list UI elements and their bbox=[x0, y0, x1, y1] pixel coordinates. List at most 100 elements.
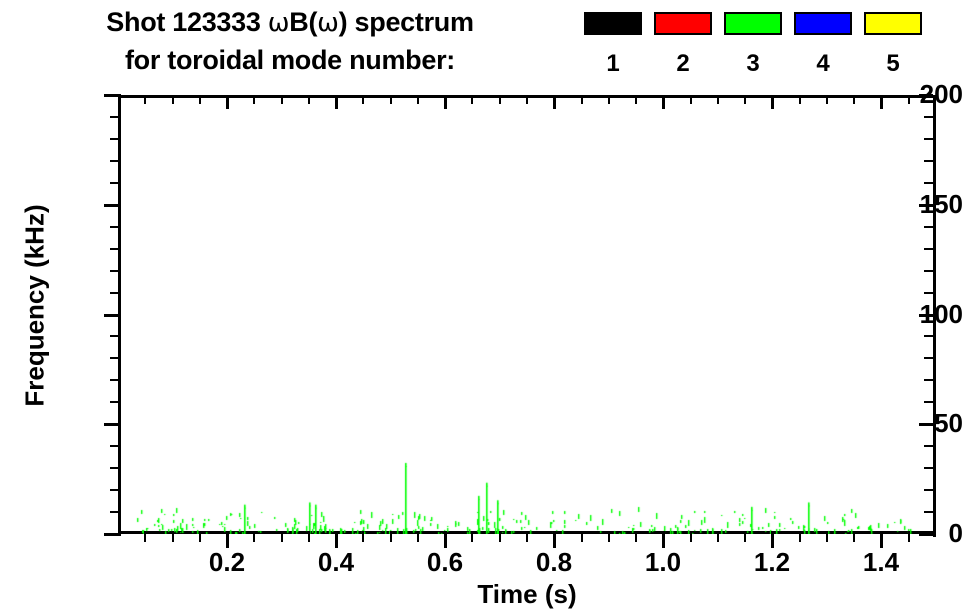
x-tick-minor-0.5 bbox=[390, 531, 392, 542]
x-tick-top-0.65 bbox=[471, 95, 473, 104]
x-tick-minor-0.3 bbox=[281, 531, 283, 542]
x-tick-top-0.8 bbox=[553, 95, 556, 109]
x-tick-major-0.2 bbox=[226, 531, 229, 548]
chart-title: Shot 123333 ωB(ω) spectrum for toroidal … bbox=[0, 0, 580, 79]
y-tick-minor-190 bbox=[110, 116, 121, 118]
y-tick-minor-120 bbox=[110, 270, 121, 272]
y-tick-right-10 bbox=[924, 511, 933, 513]
x-tick-label-1.4: 1.4 bbox=[862, 547, 900, 577]
legend-item-3[interactable]: 3 bbox=[718, 12, 788, 76]
x-tick-top-0.2 bbox=[226, 95, 229, 109]
x-tick-major-0.8 bbox=[553, 531, 556, 548]
x-tick-top-1.2 bbox=[771, 95, 774, 109]
x-axis-label: Time (s) bbox=[477, 579, 577, 609]
y-tick-right-50 bbox=[919, 423, 933, 426]
spectrum-scatter-canvas bbox=[121, 95, 939, 534]
legend-swatch-mode-1 bbox=[584, 12, 642, 35]
x-tick-top-0.95 bbox=[635, 95, 637, 104]
y-tick-right-140 bbox=[924, 226, 933, 228]
omega-symbol-2: ω bbox=[317, 8, 339, 38]
y-tick-right-110 bbox=[924, 292, 933, 294]
y-tick-right-70 bbox=[924, 379, 933, 381]
x-tick-top-1.4 bbox=[880, 95, 883, 109]
y-tick-right-170 bbox=[924, 160, 933, 162]
x-tick-minor-0.45 bbox=[362, 531, 364, 542]
x-tick-top-0.05 bbox=[144, 95, 146, 104]
x-tick-top-0.85 bbox=[581, 95, 583, 104]
legend-item-5[interactable]: 5 bbox=[858, 12, 928, 76]
y-tick-minor-30 bbox=[110, 467, 121, 469]
y-tick-minor-140 bbox=[110, 226, 121, 228]
x-tick-top-0.3 bbox=[281, 95, 283, 104]
y-tick-label-150: 150 bbox=[919, 189, 963, 219]
x-tick-label-1: 1.0 bbox=[644, 547, 682, 577]
y-tick-right-200 bbox=[919, 94, 933, 97]
x-tick-top-1.05 bbox=[690, 95, 692, 104]
x-tick-top-0.5 bbox=[390, 95, 392, 104]
x-tick-minor-1.45 bbox=[908, 531, 910, 542]
title-line-1-suffix: ) spectrum bbox=[338, 7, 474, 37]
legend-swatch-mode-4 bbox=[794, 12, 852, 35]
plot-frame bbox=[118, 95, 939, 534]
x-tick-label-1.2: 1.2 bbox=[753, 547, 791, 577]
y-tick-right-120 bbox=[924, 270, 933, 272]
y-tick-major-100 bbox=[104, 314, 121, 317]
x-tick-minor-0.9 bbox=[608, 531, 610, 542]
y-tick-minor-20 bbox=[110, 489, 121, 491]
legend-item-1[interactable]: 1 bbox=[578, 12, 648, 76]
x-tick-top-1.25 bbox=[799, 95, 801, 104]
x-tick-major-1.4 bbox=[880, 531, 883, 548]
x-tick-minor-1.1 bbox=[717, 531, 719, 542]
y-tick-label-50: 50 bbox=[934, 408, 963, 438]
legend-swatch-mode-2 bbox=[654, 12, 712, 35]
y-tick-major-50 bbox=[104, 423, 121, 426]
x-tick-minor-0.1 bbox=[172, 531, 174, 542]
y-tick-right-0 bbox=[919, 533, 933, 536]
legend-item-2[interactable]: 2 bbox=[648, 12, 718, 76]
legend-label-mode-5: 5 bbox=[886, 50, 900, 77]
x-tick-minor-0.25 bbox=[253, 531, 255, 542]
y-axis-label: Frequency (kHz) bbox=[19, 204, 50, 407]
y-tick-major-150 bbox=[104, 204, 121, 207]
y-tick-minor-130 bbox=[110, 248, 121, 250]
x-tick-top-1.45 bbox=[908, 95, 910, 104]
x-tick-minor-0.55 bbox=[417, 531, 419, 542]
x-tick-minor-1.3 bbox=[826, 531, 828, 542]
x-tick-label-0.6: 0.6 bbox=[426, 547, 464, 577]
x-tick-minor-0.35 bbox=[308, 531, 310, 542]
y-tick-right-190 bbox=[924, 116, 933, 118]
y-tick-right-130 bbox=[924, 248, 933, 250]
legend-item-4[interactable]: 4 bbox=[788, 12, 858, 76]
x-tick-major-1.2 bbox=[771, 531, 774, 548]
x-tick-top-0.15 bbox=[199, 95, 201, 104]
y-tick-right-20 bbox=[924, 489, 933, 491]
y-tick-minor-110 bbox=[110, 292, 121, 294]
x-tick-minor-0.75 bbox=[526, 531, 528, 542]
axis-right-line bbox=[933, 95, 936, 537]
y-tick-label-100: 100 bbox=[919, 299, 963, 329]
x-tick-top-0.75 bbox=[526, 95, 528, 104]
legend-label-mode-1: 1 bbox=[606, 50, 620, 77]
y-tick-right-40 bbox=[924, 445, 933, 447]
y-tick-major-200 bbox=[104, 94, 121, 97]
x-tick-top-0.35 bbox=[308, 95, 310, 104]
x-tick-top-1.1 bbox=[717, 95, 719, 104]
x-tick-label-0.2: 0.2 bbox=[208, 547, 246, 577]
x-tick-label-0.8: 0.8 bbox=[535, 547, 573, 577]
x-tick-top-0.9 bbox=[608, 95, 610, 104]
x-tick-minor-1.35 bbox=[853, 531, 855, 542]
x-tick-minor-0.15 bbox=[199, 531, 201, 542]
x-tick-top-0.45 bbox=[362, 95, 364, 104]
y-tick-major-0 bbox=[104, 533, 121, 536]
legend-swatch-mode-5 bbox=[864, 12, 922, 35]
y-tick-minor-160 bbox=[110, 182, 121, 184]
x-tick-top-0.55 bbox=[417, 95, 419, 104]
title-line-1-mid: B( bbox=[289, 7, 318, 37]
y-tick-right-160 bbox=[924, 182, 933, 184]
x-tick-minor-1.15 bbox=[744, 531, 746, 542]
x-tick-top-1.3 bbox=[826, 95, 828, 104]
x-tick-top-0.1 bbox=[172, 95, 174, 104]
omega-symbol-1: ω bbox=[267, 8, 290, 38]
title-line-1-text: Shot 123333 bbox=[106, 7, 268, 37]
